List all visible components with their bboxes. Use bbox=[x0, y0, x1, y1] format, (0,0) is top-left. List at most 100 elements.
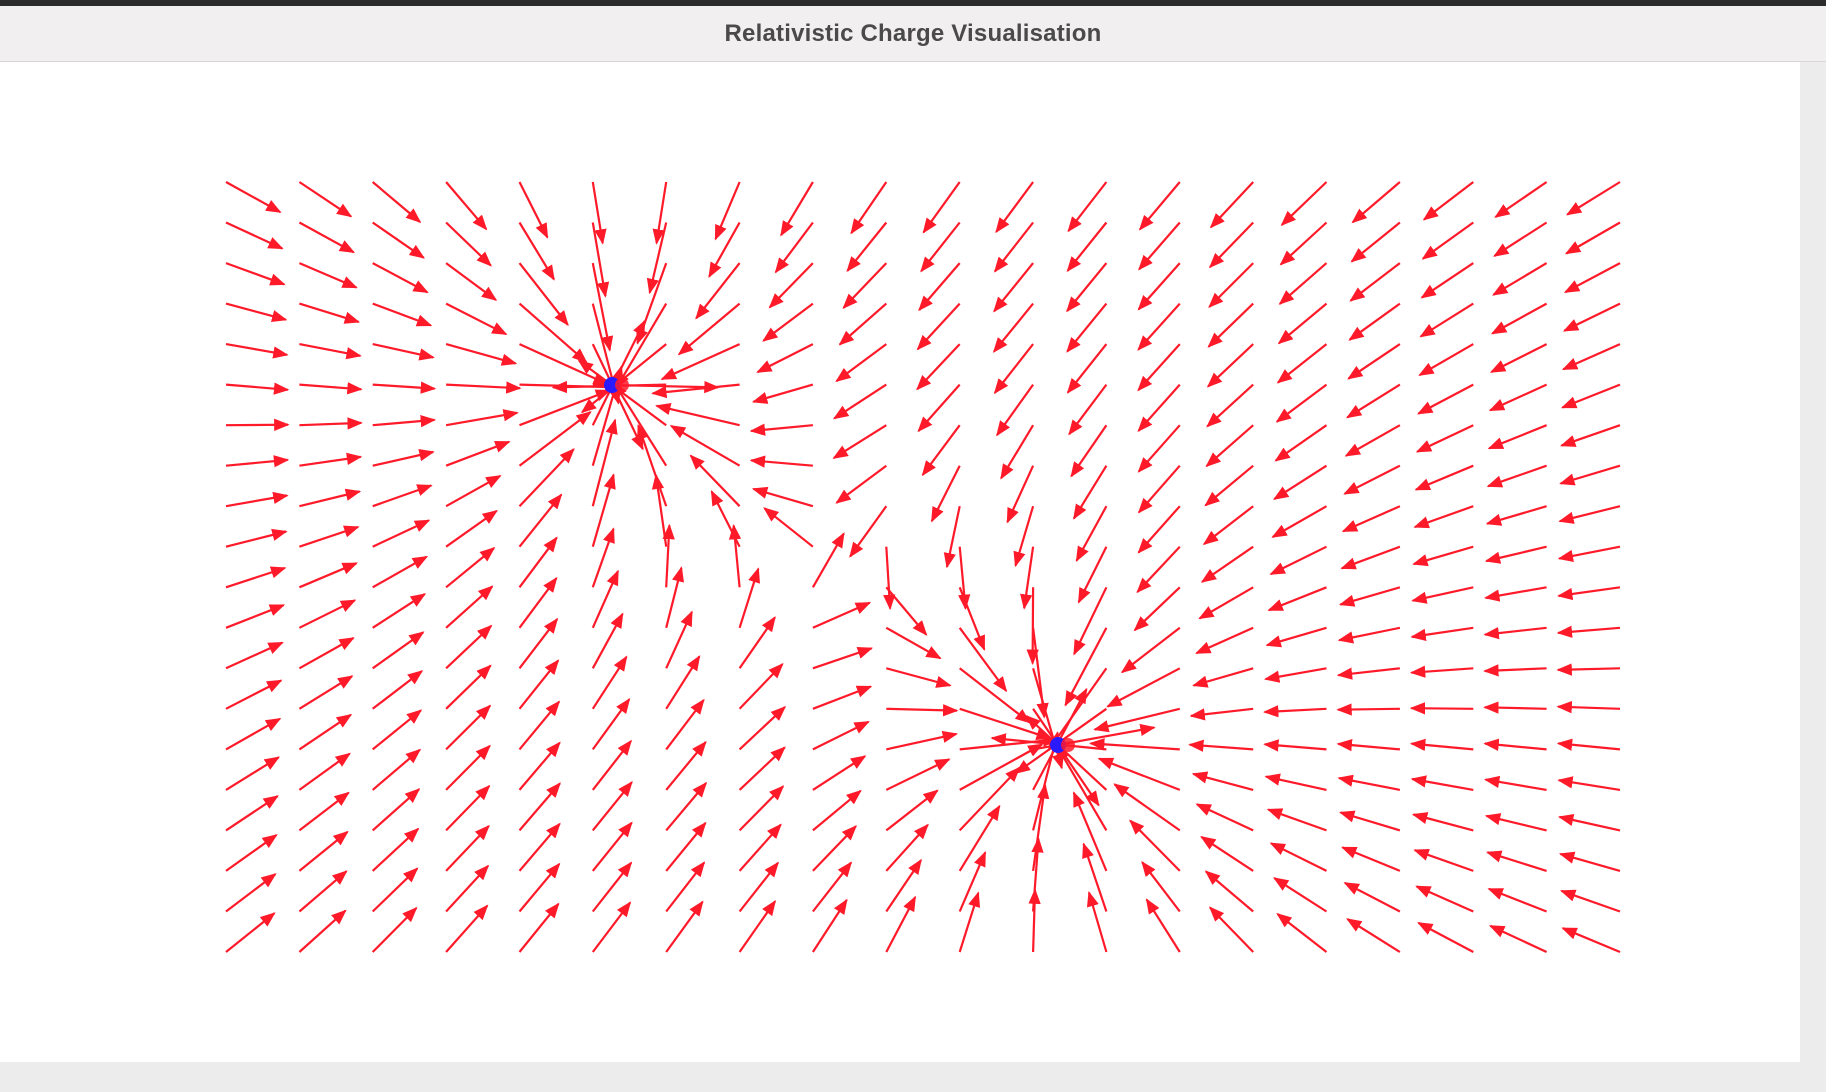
field-arrow bbox=[738, 567, 760, 629]
field-arrow bbox=[1561, 343, 1621, 371]
field-arrow bbox=[655, 402, 740, 427]
field-arrow bbox=[1490, 302, 1548, 335]
field-arrow bbox=[225, 717, 282, 751]
field-arrow bbox=[225, 491, 289, 508]
field-arrow bbox=[917, 383, 961, 433]
field-arrow bbox=[1028, 888, 1041, 953]
field-arrow bbox=[1337, 626, 1401, 644]
field-arrow bbox=[1409, 738, 1474, 752]
field-arrow bbox=[958, 850, 987, 912]
field-arrow bbox=[518, 448, 575, 507]
field-arrow bbox=[833, 383, 887, 420]
field-arrow bbox=[1492, 262, 1548, 296]
field-arrow bbox=[1206, 383, 1254, 428]
field-arrow bbox=[1419, 302, 1474, 338]
field-arrow bbox=[518, 822, 561, 872]
field-arrow bbox=[445, 302, 508, 336]
field-arrow bbox=[225, 455, 290, 468]
field-arrow bbox=[1409, 665, 1474, 678]
field-arrow bbox=[1556, 625, 1621, 638]
field-arrow bbox=[636, 262, 668, 345]
field-arrow bbox=[995, 181, 1034, 234]
field-arrow bbox=[591, 821, 633, 872]
field-arrow bbox=[1209, 181, 1255, 229]
field-arrow bbox=[835, 464, 887, 504]
field-arrow bbox=[768, 262, 814, 309]
field-arrow bbox=[1348, 302, 1401, 341]
field-arrow bbox=[1020, 546, 1035, 610]
field-arrow bbox=[225, 604, 286, 629]
field-arrow bbox=[738, 823, 782, 872]
charge-particle[interactable] bbox=[604, 377, 620, 393]
field-arrow bbox=[299, 302, 361, 324]
field-arrow bbox=[749, 455, 813, 468]
field-arrow bbox=[591, 569, 620, 629]
field-arrow bbox=[885, 586, 928, 636]
window-titlebar[interactable]: Relativistic Charge Visualisation bbox=[0, 6, 1826, 62]
field-arrow bbox=[920, 221, 961, 273]
field-arrow bbox=[1486, 850, 1547, 872]
field-arrow bbox=[1343, 881, 1401, 913]
field-arrow bbox=[1133, 586, 1181, 632]
field-arrow bbox=[1269, 842, 1327, 872]
field-arrow bbox=[298, 830, 349, 872]
field-arrow bbox=[591, 527, 615, 588]
field-arrow bbox=[1141, 860, 1181, 913]
field-arrow bbox=[922, 181, 961, 234]
field-arrow bbox=[518, 700, 561, 751]
field-arrow bbox=[885, 758, 951, 791]
field-arrow bbox=[591, 739, 632, 791]
field-arrow bbox=[1093, 707, 1181, 733]
field-arrow bbox=[1337, 774, 1401, 791]
field-arrow bbox=[1072, 791, 1108, 872]
field-arrow bbox=[371, 748, 422, 791]
field-arrow bbox=[225, 262, 286, 286]
field-arrow bbox=[1343, 464, 1401, 495]
field-arrow bbox=[959, 667, 1031, 724]
field-arrow bbox=[298, 909, 347, 953]
field-arrow bbox=[958, 627, 1008, 693]
field-arrow bbox=[445, 624, 493, 670]
window-right-margin bbox=[1800, 62, 1826, 1062]
field-arrow bbox=[1066, 343, 1108, 394]
field-arrow bbox=[1487, 887, 1548, 913]
field-arrow bbox=[225, 418, 290, 431]
field-arrow bbox=[298, 637, 355, 670]
field-arrow bbox=[651, 383, 740, 399]
charge-particle[interactable] bbox=[1050, 737, 1066, 753]
field-arrow bbox=[1208, 906, 1254, 953]
field-arrow bbox=[371, 788, 421, 832]
field-arrow bbox=[738, 746, 786, 791]
field-arrow bbox=[1418, 343, 1474, 377]
field-arrow bbox=[1032, 667, 1064, 770]
field-arrow bbox=[665, 610, 693, 669]
field-arrow bbox=[518, 181, 549, 239]
field-arrow bbox=[1070, 424, 1108, 478]
field-arrow bbox=[591, 697, 631, 751]
field-arrow bbox=[445, 784, 491, 832]
field-arrow bbox=[993, 343, 1034, 395]
field-arrow bbox=[1557, 813, 1621, 832]
field-arrow bbox=[1192, 667, 1254, 688]
field-arrow bbox=[1068, 383, 1108, 436]
field-arrow bbox=[299, 452, 363, 467]
field-arrow bbox=[1422, 181, 1474, 221]
field-arrow bbox=[519, 343, 609, 386]
field-arrow bbox=[1138, 221, 1181, 271]
field-arrow bbox=[225, 756, 281, 791]
field-arrow bbox=[1556, 738, 1621, 751]
field-arrow bbox=[1417, 383, 1474, 415]
field-arrow bbox=[1412, 545, 1474, 567]
field-arrows bbox=[225, 181, 1621, 954]
visualisation-canvas[interactable] bbox=[0, 62, 1800, 1062]
field-arrow bbox=[225, 912, 276, 953]
field-arrow bbox=[850, 181, 888, 235]
field-arrow bbox=[738, 861, 779, 913]
field-arrow bbox=[835, 343, 887, 383]
field-arrow bbox=[591, 222, 610, 298]
field-arrow bbox=[832, 424, 887, 460]
field-arrow bbox=[1137, 464, 1181, 514]
field-arrow bbox=[1204, 870, 1254, 913]
field-arrow bbox=[958, 766, 1021, 832]
field-arrow bbox=[1267, 586, 1327, 612]
